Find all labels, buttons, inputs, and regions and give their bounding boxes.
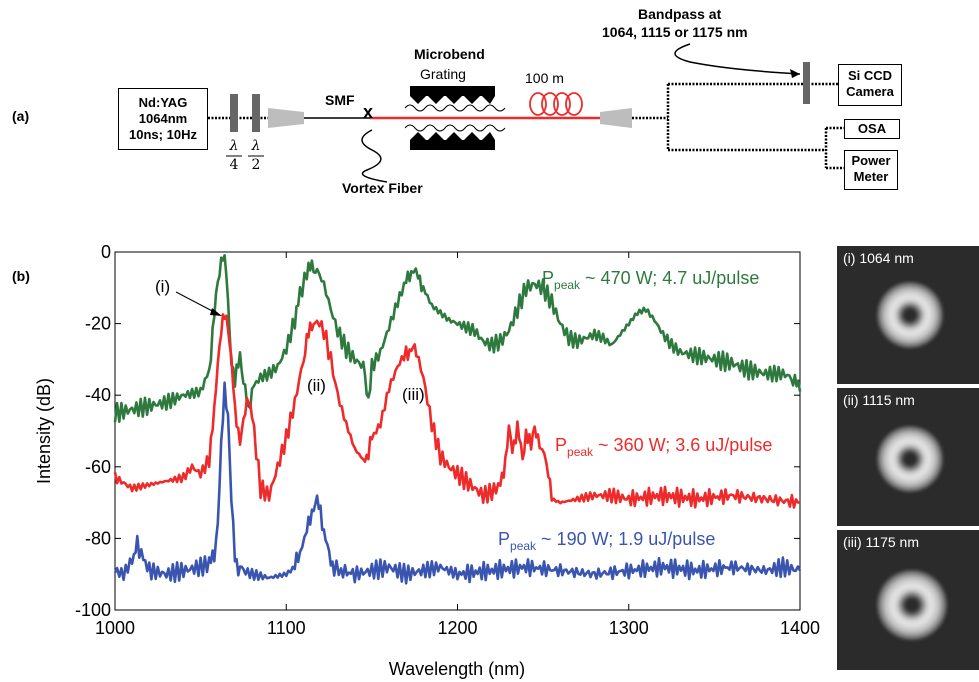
x-tick-label: 1300 bbox=[609, 618, 649, 638]
series-line-1 bbox=[113, 254, 802, 423]
quarter-lambda: λ bbox=[229, 138, 239, 154]
grating-title: Microbend bbox=[414, 46, 485, 62]
legend-series-3: Ppeak ~ 190 W; 1.9 uJ/pulse bbox=[498, 529, 715, 553]
splice-mark: x bbox=[363, 102, 374, 122]
thumb-label-2: (ii) 1115 nm bbox=[843, 392, 915, 408]
panel-b-label: (b) bbox=[12, 268, 30, 284]
y-tick-label: -20 bbox=[85, 314, 111, 334]
fiber-coil bbox=[529, 92, 583, 116]
mode-image-1115: (ii) 1115 nm bbox=[837, 388, 979, 526]
mode-image-1064: (i) 1064 nm bbox=[837, 246, 979, 384]
osa-box: OSA bbox=[844, 119, 900, 139]
camera-box: Si CCD Camera bbox=[838, 64, 902, 106]
camera-line-2: Camera bbox=[846, 84, 894, 99]
y-axis-label: Intensity (dB) bbox=[34, 378, 54, 484]
quarter-waveplate bbox=[230, 94, 238, 132]
vortex-label: Vortex Fiber bbox=[342, 180, 423, 196]
bandpass-title: Bandpass at bbox=[638, 6, 722, 22]
y-tick-label: -100 bbox=[75, 600, 111, 620]
ring-image bbox=[877, 570, 947, 640]
x-tick-label: 1100 bbox=[267, 618, 306, 638]
x-tick-label: 1400 bbox=[780, 618, 820, 638]
annotation-i: (i) bbox=[155, 277, 170, 296]
plot-frame bbox=[114, 251, 801, 611]
half-waveplate bbox=[252, 94, 260, 132]
thumb-label-3: (iii) 1175 nm bbox=[843, 534, 919, 550]
x-axis-label: Wavelength (nm) bbox=[389, 659, 525, 679]
legend-series-2: Ppeak ~ 360 W; 3.6 uJ/pulse bbox=[555, 435, 772, 459]
camera-line-1: Si CCD bbox=[847, 68, 893, 83]
laser-line-2: 1064nm bbox=[138, 111, 188, 126]
laser-box: Nd:YAG 1064nm 10ns; 10Hz bbox=[118, 88, 208, 150]
laser-line-1: Nd:YAG bbox=[138, 95, 188, 110]
mode-image-1175: (iii) 1175 nm bbox=[837, 530, 979, 670]
annotation-ii: (ii) bbox=[307, 376, 326, 395]
bandpass-filter bbox=[803, 62, 810, 104]
half-lambda: λ bbox=[251, 138, 261, 154]
y-tick-label: 0 bbox=[101, 242, 111, 262]
thumb-label-1: (i) 1064 nm bbox=[843, 250, 914, 266]
laser-line-3: 10ns; 10Hz bbox=[129, 127, 197, 142]
annotation-iii: (iii) bbox=[402, 385, 425, 404]
panel-a-label: (a) bbox=[12, 108, 30, 124]
series-line-3 bbox=[113, 381, 802, 585]
x-tick-label: 1000 bbox=[95, 618, 135, 638]
microbend-grating bbox=[410, 86, 495, 150]
spectra-chart: 0 -20 -40 -60 -80 -100 1000 1100 1200 1300 1400 I… bbox=[34, 242, 820, 679]
bandpass-wavelengths: 1064, 1115 or 1175 nm bbox=[602, 24, 748, 40]
power-meter-box: Power Meter bbox=[844, 150, 898, 190]
collimating-lens bbox=[600, 108, 632, 128]
grating-subtitle: Grating bbox=[420, 66, 466, 82]
legend-series-1: Ppeak ~ 470 W; 4.7 uJ/pulse bbox=[542, 268, 759, 292]
setup-lines bbox=[208, 43, 844, 183]
series-line-2 bbox=[113, 313, 801, 509]
y-tick-label: -80 bbox=[85, 528, 111, 548]
y-tick-label: -40 bbox=[85, 385, 111, 405]
half-denominator: 2 bbox=[251, 157, 261, 173]
annotation-i-arrow bbox=[175, 291, 219, 315]
quarter-denominator: 4 bbox=[229, 157, 239, 173]
power-meter-line-2: Meter bbox=[853, 169, 889, 184]
ring-image bbox=[877, 426, 943, 492]
ring-image bbox=[877, 282, 943, 348]
smf-label: SMF bbox=[325, 92, 355, 108]
power-meter-line-1: Power bbox=[851, 153, 891, 168]
coil-label: 100 m bbox=[525, 70, 564, 86]
y-tick-label: -60 bbox=[85, 457, 111, 477]
x-tick-label: 1200 bbox=[437, 618, 477, 638]
coupling-lens bbox=[268, 108, 304, 128]
